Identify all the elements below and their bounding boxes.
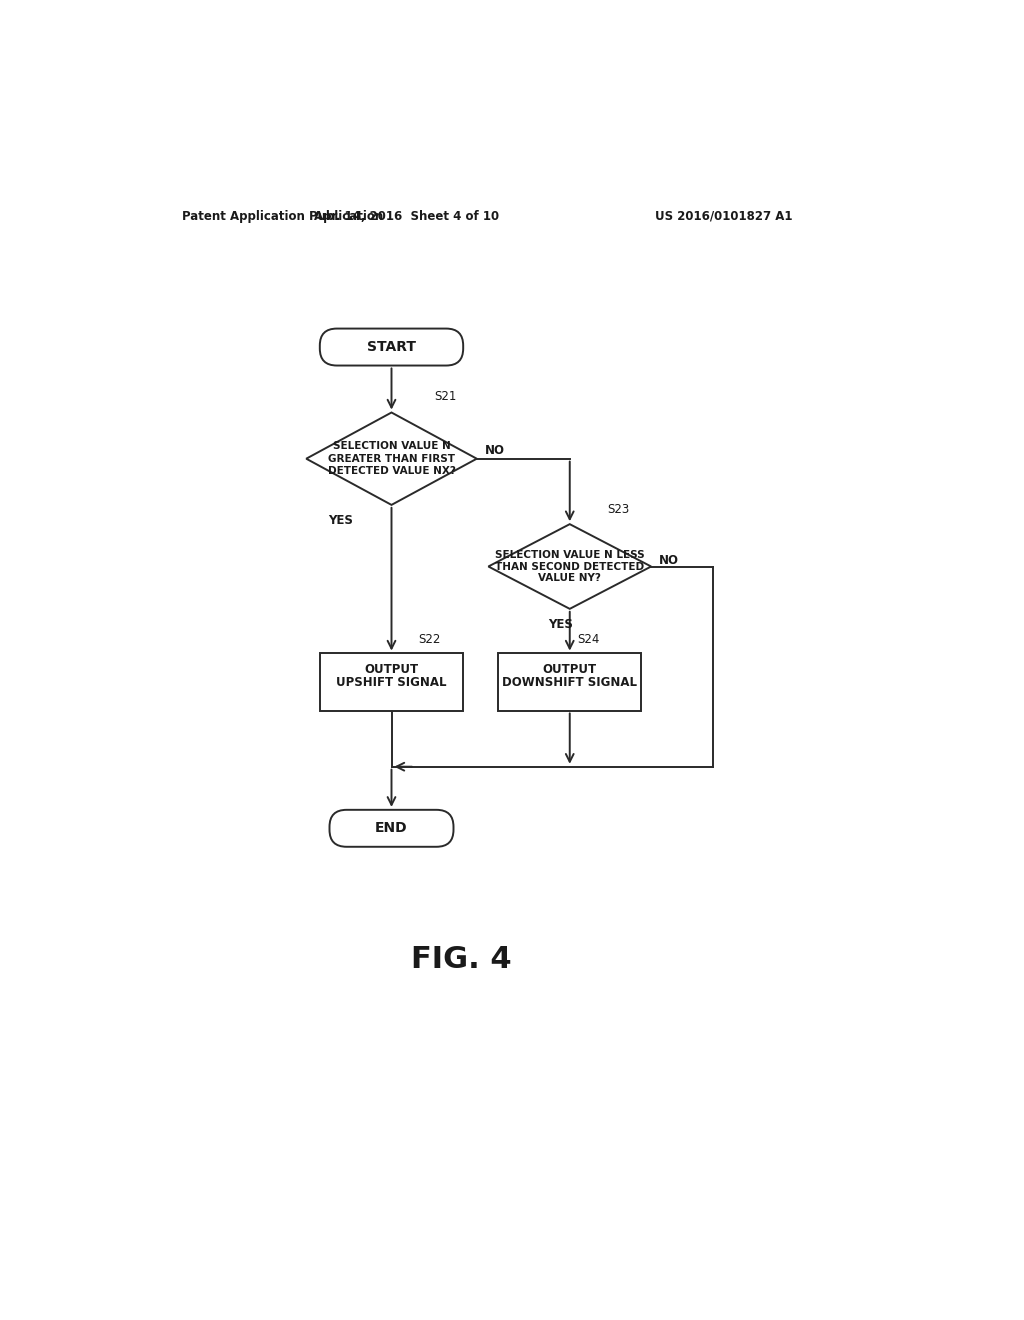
Text: UPSHIFT SIGNAL: UPSHIFT SIGNAL	[336, 676, 446, 689]
FancyBboxPatch shape	[330, 810, 454, 847]
Text: S23: S23	[607, 503, 629, 516]
Text: THAN SECOND DETECTED: THAN SECOND DETECTED	[496, 561, 644, 572]
Text: Apr. 14, 2016  Sheet 4 of 10: Apr. 14, 2016 Sheet 4 of 10	[314, 210, 500, 223]
Bar	[319, 653, 463, 711]
Text: SELECTION VALUE N: SELECTION VALUE N	[333, 441, 451, 451]
Text: START: START	[367, 341, 416, 354]
Text: YES: YES	[548, 618, 572, 631]
Text: SELECTION VALUE N LESS: SELECTION VALUE N LESS	[495, 550, 644, 560]
Text: DETECTED VALUE NX?: DETECTED VALUE NX?	[328, 466, 456, 477]
Bar	[498, 653, 641, 711]
Text: S24: S24	[578, 632, 600, 645]
Text: NO: NO	[484, 445, 505, 458]
Text: Patent Application Publication: Patent Application Publication	[182, 210, 384, 223]
Text: END: END	[375, 821, 408, 836]
Text: DOWNSHIFT SIGNAL: DOWNSHIFT SIGNAL	[502, 676, 637, 689]
Text: GREATER THAN FIRST: GREATER THAN FIRST	[328, 454, 455, 463]
Text: S22: S22	[419, 632, 441, 645]
Text: US 2016/0101827 A1: US 2016/0101827 A1	[655, 210, 793, 223]
Polygon shape	[488, 524, 651, 609]
Text: VALUE NY?: VALUE NY?	[539, 573, 601, 583]
FancyBboxPatch shape	[319, 329, 463, 366]
Polygon shape	[306, 412, 477, 506]
Text: FIG. 4: FIG. 4	[411, 945, 512, 974]
Text: OUTPUT: OUTPUT	[543, 663, 597, 676]
Text: S21: S21	[434, 391, 457, 404]
Text: NO: NO	[658, 554, 679, 566]
Text: OUTPUT: OUTPUT	[365, 663, 419, 676]
Text: YES: YES	[328, 515, 353, 527]
